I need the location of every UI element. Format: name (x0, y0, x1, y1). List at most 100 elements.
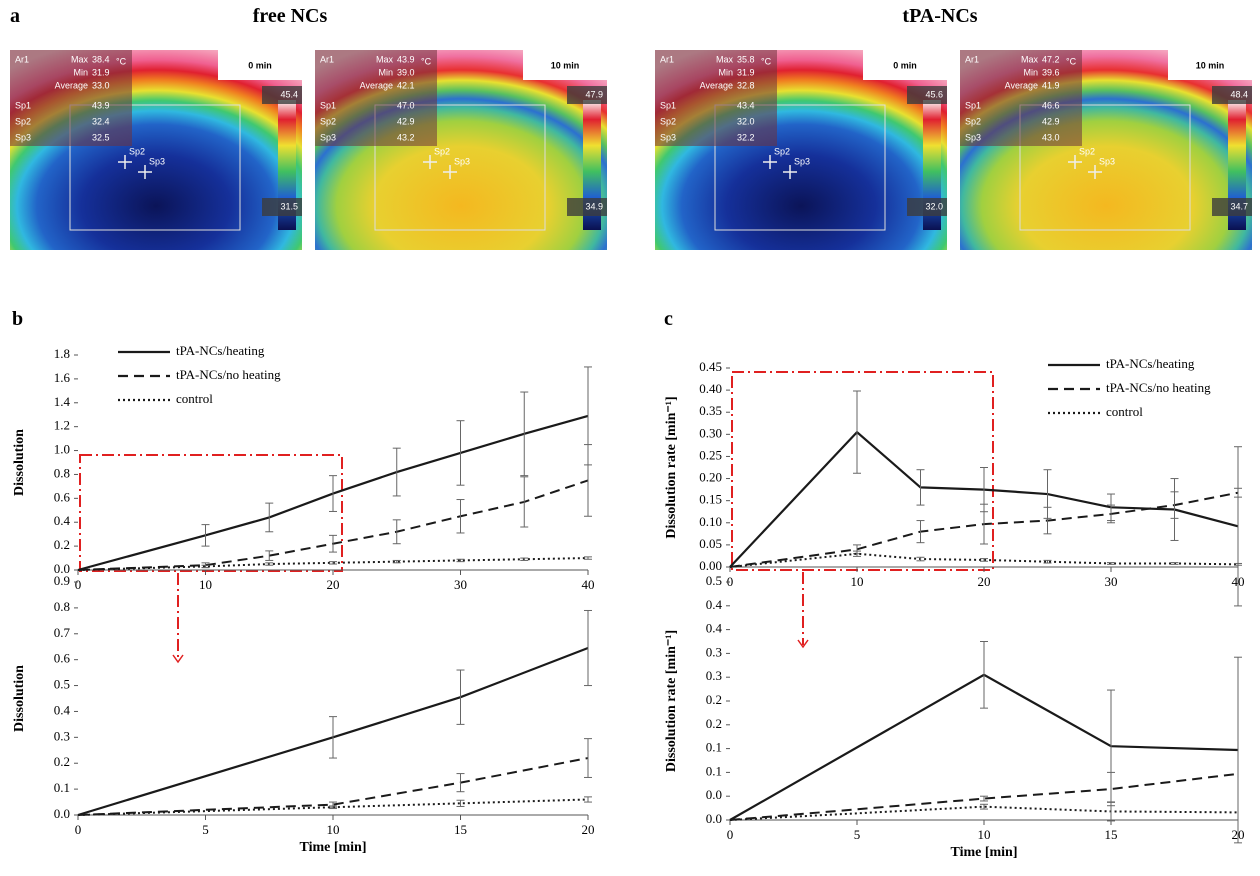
y-axis-title: Dissolution (12, 665, 27, 732)
stat-label: Max (71, 54, 89, 64)
y-tick-label: 0.3 (54, 728, 70, 743)
spot-label: Sp3 (320, 132, 336, 142)
error-bar (1170, 491, 1179, 519)
y-axis-title: Dissolution rate [min⁻¹] (664, 396, 679, 538)
y-tick-label: 1.8 (54, 346, 70, 361)
stat-value: 43.9 (397, 54, 415, 64)
error-bar (1107, 801, 1115, 822)
spot-label: Sp1 (320, 100, 336, 110)
error-bar (392, 519, 401, 545)
arrow-head (797, 639, 809, 649)
error-bar (1107, 562, 1115, 565)
spot-value: 32.0 (737, 116, 755, 126)
x-tick-label: 0 (75, 822, 82, 837)
error-bar (456, 773, 465, 793)
y-tick-label: 0.35 (699, 403, 722, 418)
legend-label: tPA-NCs/no heating (1106, 380, 1211, 395)
stat-value: 39.0 (397, 67, 415, 77)
spot-value: 43.9 (92, 100, 110, 110)
x-tick-label: 0 (727, 827, 734, 842)
error-bar (329, 805, 337, 810)
stat-value: 38.4 (92, 54, 110, 64)
y-axis-title: Dissolution (12, 429, 27, 496)
y-tick-label: 0.7 (54, 625, 71, 640)
roi-box (714, 104, 886, 231)
y-tick-label: 0.30 (699, 425, 722, 440)
y-tick-label: 0.2 (706, 692, 722, 707)
stat-label: Min (1023, 67, 1038, 77)
y-tick-label: 0.8 (54, 599, 70, 614)
spot-value: 32.2 (737, 132, 755, 142)
spot-label: Sp1 (660, 100, 676, 110)
spot-marker-label: Sp2 (434, 146, 450, 156)
y-tick-label: 0.3 (706, 644, 722, 659)
error-bar (980, 803, 988, 810)
panel-title: tPA-NCs (902, 5, 977, 27)
x-tick-label: 10 (327, 822, 340, 837)
stats-panel (10, 50, 132, 146)
x-tick-label: 0 (75, 577, 82, 592)
scale-max: 45.6 (925, 89, 943, 99)
error-bar (520, 476, 529, 528)
error-bar (980, 503, 988, 545)
scale-box (262, 86, 302, 104)
y-tick-label: 0.2 (54, 754, 70, 769)
thermal-image: Ar1 °C Max 38.4 Min 31.9 Average 33.0 Sp1 43.9 Sp2… (10, 50, 302, 250)
stat-label: Max (376, 54, 394, 64)
y-tick-label: 0.1 (706, 740, 722, 755)
error-bar (1234, 446, 1242, 607)
y-tick-label: 1.0 (54, 442, 70, 457)
y-axis-title: Dissolution rate [min⁻¹] (664, 630, 679, 772)
error-bar (456, 499, 465, 534)
scale-max: 45.4 (280, 89, 298, 99)
y-tick-label: 0.8 (54, 465, 70, 480)
zoom-box (731, 371, 994, 571)
scale-box (262, 198, 302, 216)
legend-label: control (1106, 404, 1143, 419)
scale-box (567, 86, 607, 104)
spot-value: 32.5 (92, 132, 110, 142)
y-tick-label: 0.10 (699, 514, 722, 529)
stat-label: Average (55, 80, 88, 90)
time-label: 0 min (893, 60, 917, 70)
x-tick-label: 5 (202, 822, 209, 837)
x-tick-label: 15 (454, 822, 467, 837)
x-axis-title: Time [min] (950, 845, 1017, 860)
error-bar (392, 559, 401, 564)
panel-label: a (10, 5, 20, 27)
color-bar (278, 100, 296, 230)
error-bar (456, 558, 465, 563)
spot-marker-label: Sp2 (774, 146, 790, 156)
stat-value: 42.1 (397, 80, 415, 90)
error-bar (584, 556, 592, 560)
scale-min: 34.7 (1230, 201, 1248, 211)
stat-label: Max (1021, 54, 1039, 64)
error-bar (456, 799, 465, 807)
spot-marker-label: Sp3 (1099, 156, 1115, 166)
series-line (77, 557, 589, 571)
error-bar (392, 447, 401, 497)
x-tick-label: 40 (582, 577, 595, 592)
error-bar (520, 557, 529, 561)
spot-value: 42.9 (1042, 116, 1060, 126)
series-line (729, 430, 1239, 568)
spot-label: Sp2 (965, 116, 981, 126)
stat-label: Min (718, 67, 733, 77)
thermal-image: Ar1 °C Max 35.8 Min 31.9 Average 32.8 Sp1 43.4 Sp2… (655, 50, 947, 250)
y-tick-label: 1.2 (54, 418, 70, 433)
y-tick-label: 0.6 (54, 651, 71, 666)
spot-value: 46.6 (1042, 100, 1060, 110)
spot-label: Sp2 (320, 116, 336, 126)
scale-box (567, 198, 607, 216)
spot-value: 43.2 (397, 132, 415, 142)
x-tick-label: 20 (327, 577, 340, 592)
spot-marker-label: Sp2 (129, 146, 145, 156)
panel-label: b (12, 308, 23, 330)
spot-marker-label: Sp3 (149, 156, 165, 166)
error-bar (853, 390, 861, 474)
error-bar (584, 796, 592, 803)
color-bar (923, 100, 941, 230)
spot-value: 47.0 (397, 100, 415, 110)
unit-label: °C (116, 56, 127, 66)
arrow-head (172, 654, 184, 664)
